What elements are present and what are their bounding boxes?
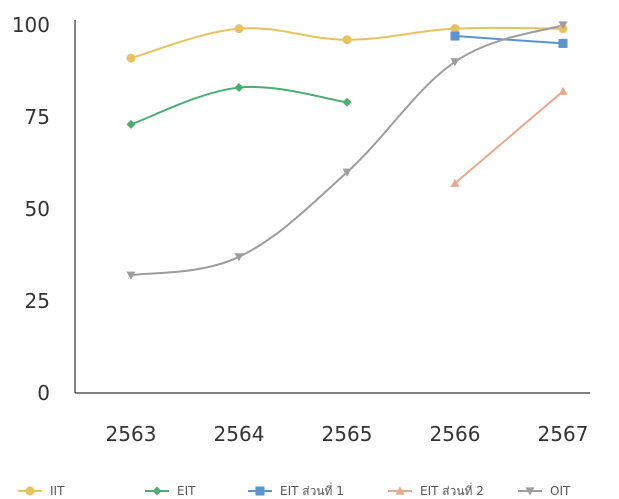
y-tick-label: 50 xyxy=(25,197,50,221)
legend-marker xyxy=(255,486,265,496)
legend-marker xyxy=(525,487,535,496)
legend-label: IIT xyxy=(50,484,65,498)
y-tick-label: 0 xyxy=(37,381,50,405)
legend-label: OIT xyxy=(550,484,571,498)
x-tick-label: 2566 xyxy=(430,422,481,446)
data-point xyxy=(342,35,352,45)
y-tick-label: 25 xyxy=(25,289,50,313)
data-point xyxy=(126,53,136,63)
legend-item: EIT xyxy=(145,484,196,498)
series-line-3 xyxy=(454,90,564,185)
data-point xyxy=(450,58,460,67)
legend-label: EIT xyxy=(177,484,196,498)
legend-marker xyxy=(25,486,35,496)
data-point xyxy=(234,24,244,34)
x-tick-label: 2567 xyxy=(538,422,589,446)
series-line-1 xyxy=(130,85,348,126)
legend-item: EIT ส่วนที่ 2 xyxy=(388,482,484,498)
data-point xyxy=(126,119,136,129)
legend-marker xyxy=(395,486,405,495)
legend-marker xyxy=(152,486,162,496)
data-point xyxy=(558,21,568,30)
x-tick-label: 2563 xyxy=(106,422,157,446)
y-tick-label: 100 xyxy=(12,13,50,37)
data-point xyxy=(126,271,136,280)
data-point xyxy=(234,83,244,93)
data-point xyxy=(558,86,568,95)
legend-item: IIT xyxy=(18,484,65,498)
data-point xyxy=(234,253,244,262)
data-point xyxy=(342,97,352,107)
data-point xyxy=(558,38,568,48)
data-point xyxy=(450,178,460,187)
series-line-2 xyxy=(454,35,564,45)
x-tick-label: 2565 xyxy=(322,422,373,446)
data-point xyxy=(342,168,352,177)
series-line-4 xyxy=(130,24,564,277)
legend-label: EIT ส่วนที่ 2 xyxy=(420,482,484,498)
data-point xyxy=(450,24,460,34)
legend-item: EIT ส่วนที่ 1 xyxy=(248,482,344,498)
x-tick-label: 2564 xyxy=(214,422,265,446)
y-tick-label: 75 xyxy=(25,105,50,129)
data-point xyxy=(450,31,460,41)
legend-item: OIT xyxy=(518,484,571,498)
legend-label: EIT ส่วนที่ 1 xyxy=(280,482,344,498)
